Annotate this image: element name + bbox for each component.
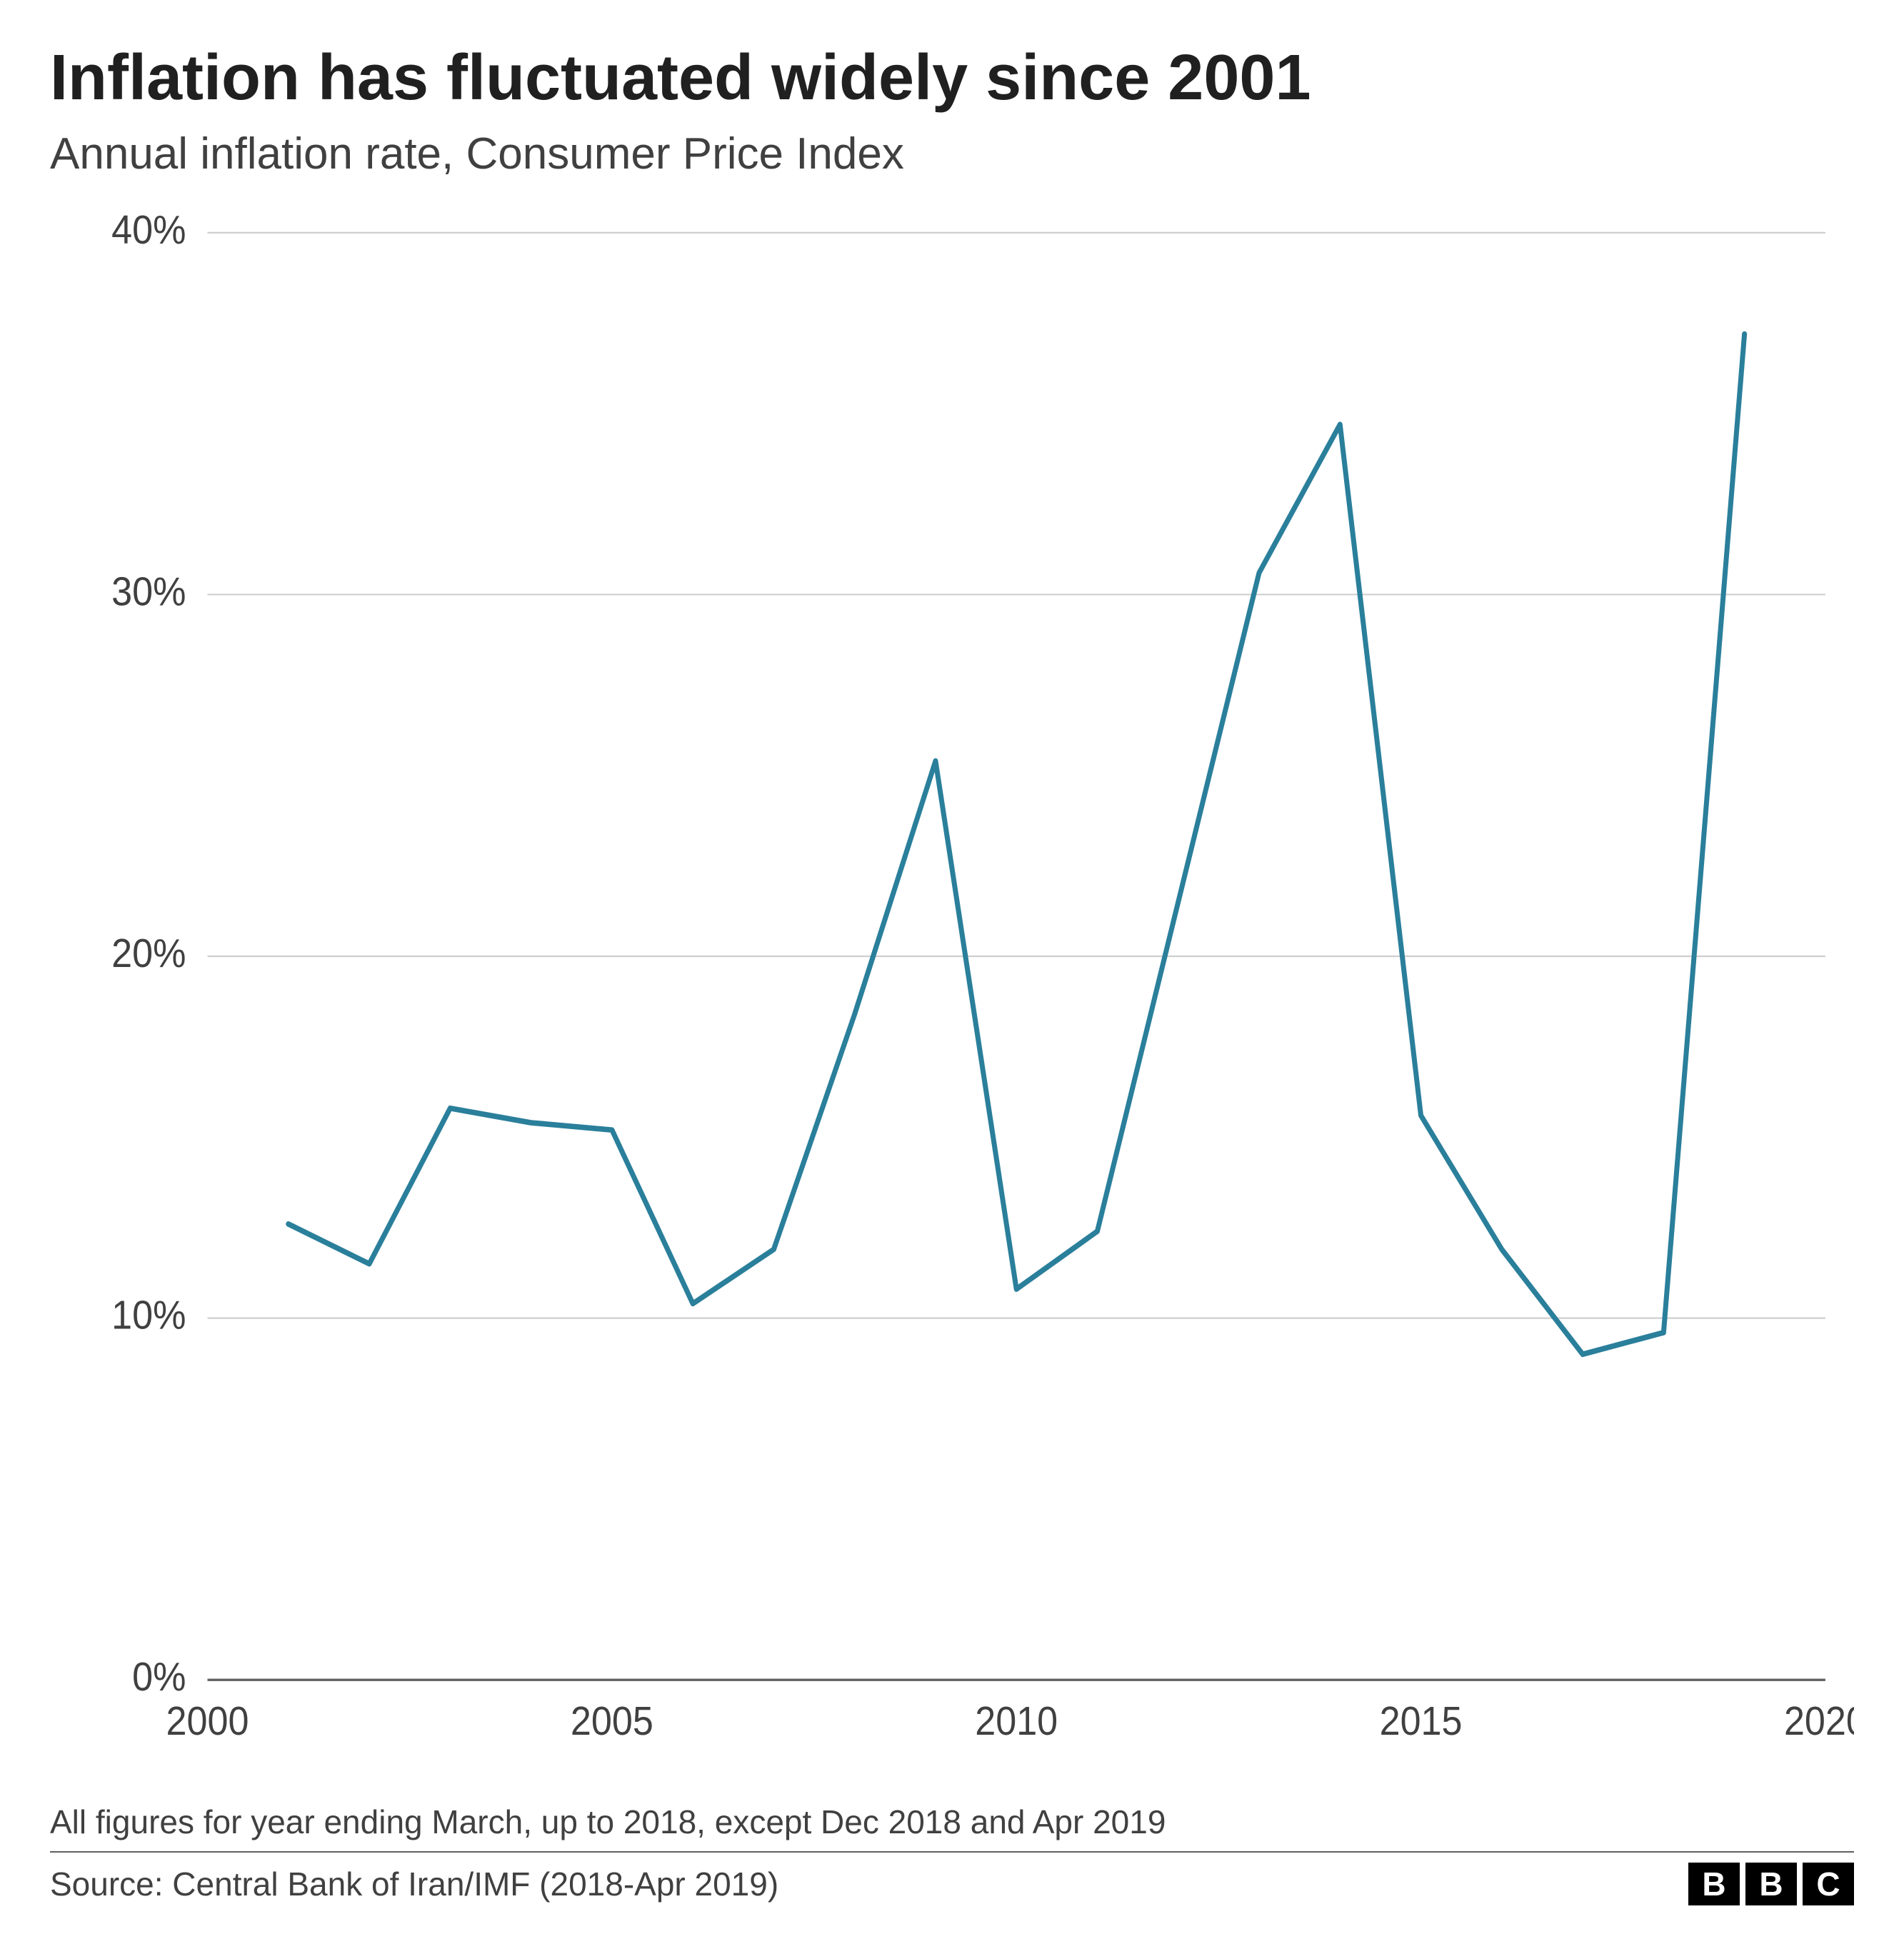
chart-plot-area: 0% 10% 20% 30% 40% 2000 2005 2010 2015 2020 [50, 209, 1854, 1774]
chart-source: Source: Central Bank of Iran/IMF (2018-A… [50, 1865, 778, 1903]
svg-text:20%: 20% [111, 931, 186, 976]
bbc-logo-letter: B [1688, 1863, 1740, 1905]
chart-footnote: All figures for year ending March, up to… [50, 1795, 1854, 1853]
line-chart-svg: 0% 10% 20% 30% 40% 2000 2005 2010 2015 2020 [50, 209, 1854, 1774]
svg-text:2005: 2005 [571, 1698, 653, 1744]
chart-container: Inflation has fluctuated widely since 20… [0, 0, 1904, 1934]
series-inflation [289, 334, 1745, 1355]
chart-subtitle: Annual inflation rate, Consumer Price In… [50, 128, 1854, 181]
bbc-logo: B B C [1688, 1863, 1854, 1905]
chart-title: Inflation has fluctuated widely since 20… [50, 43, 1854, 114]
svg-text:2010: 2010 [975, 1698, 1058, 1744]
svg-text:10%: 10% [111, 1293, 186, 1338]
bbc-logo-letter: C [1803, 1863, 1854, 1905]
svg-text:30%: 30% [111, 569, 186, 615]
svg-text:0%: 0% [132, 1654, 186, 1700]
bbc-logo-letter: B [1745, 1863, 1797, 1905]
svg-text:2000: 2000 [166, 1698, 249, 1744]
svg-text:2020: 2020 [1784, 1698, 1854, 1744]
source-row: Source: Central Bank of Iran/IMF (2018-A… [50, 1853, 1854, 1905]
svg-text:40%: 40% [111, 209, 186, 252]
svg-text:2015: 2015 [1380, 1698, 1463, 1744]
